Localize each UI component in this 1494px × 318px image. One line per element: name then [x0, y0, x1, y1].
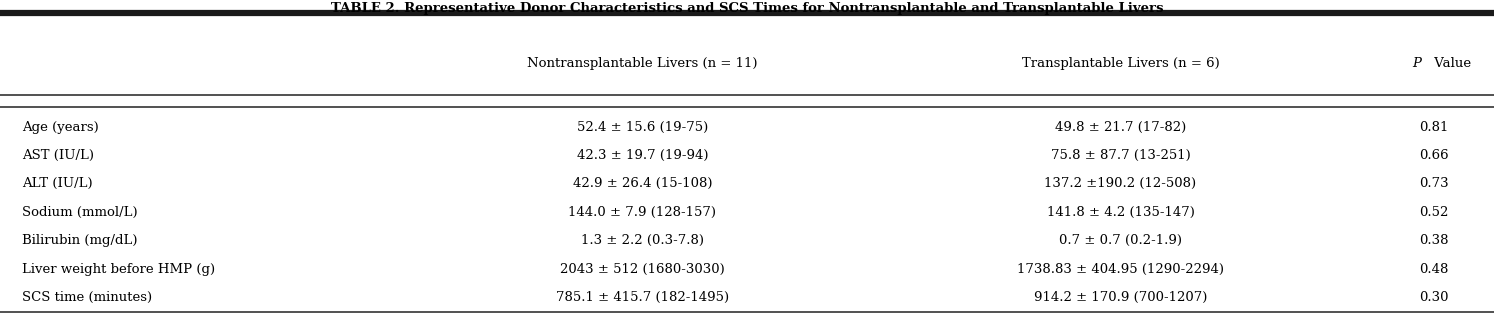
Text: SCS time (minutes): SCS time (minutes) — [22, 291, 152, 304]
Text: 0.38: 0.38 — [1419, 234, 1449, 247]
Text: Transplantable Livers (n = 6): Transplantable Livers (n = 6) — [1022, 57, 1219, 70]
Text: 0.66: 0.66 — [1419, 149, 1449, 162]
Text: Sodium (mmol/L): Sodium (mmol/L) — [22, 206, 137, 219]
Text: 0.48: 0.48 — [1419, 263, 1449, 276]
Text: 137.2 ±190.2 (12-508): 137.2 ±190.2 (12-508) — [1044, 177, 1197, 190]
Text: ALT (IU/L): ALT (IU/L) — [22, 177, 93, 190]
Text: 144.0 ± 7.9 (128-157): 144.0 ± 7.9 (128-157) — [568, 206, 717, 219]
Text: 75.8 ± 87.7 (13-251): 75.8 ± 87.7 (13-251) — [1050, 149, 1191, 162]
Text: 0.52: 0.52 — [1419, 206, 1449, 219]
Text: 42.3 ± 19.7 (19-94): 42.3 ± 19.7 (19-94) — [577, 149, 708, 162]
Text: 914.2 ± 170.9 (700-1207): 914.2 ± 170.9 (700-1207) — [1034, 291, 1207, 304]
Text: Liver weight before HMP (g): Liver weight before HMP (g) — [22, 263, 215, 276]
Text: Bilirubin (mg/dL): Bilirubin (mg/dL) — [22, 234, 137, 247]
Text: 42.9 ± 26.4 (15-108): 42.9 ± 26.4 (15-108) — [572, 177, 713, 190]
Text: Value: Value — [1430, 57, 1472, 70]
Text: 0.81: 0.81 — [1419, 121, 1449, 134]
Text: 1.3 ± 2.2 (0.3-7.8): 1.3 ± 2.2 (0.3-7.8) — [581, 234, 704, 247]
Text: 0.73: 0.73 — [1419, 177, 1449, 190]
Text: Nontransplantable Livers (n = 11): Nontransplantable Livers (n = 11) — [527, 57, 757, 70]
Text: 49.8 ± 21.7 (17-82): 49.8 ± 21.7 (17-82) — [1055, 121, 1186, 134]
Text: 52.4 ± 15.6 (19-75): 52.4 ± 15.6 (19-75) — [577, 121, 708, 134]
Text: 0.30: 0.30 — [1419, 291, 1449, 304]
Text: 141.8 ± 4.2 (135-147): 141.8 ± 4.2 (135-147) — [1047, 206, 1194, 219]
Text: 1738.83 ± 404.95 (1290-2294): 1738.83 ± 404.95 (1290-2294) — [1017, 263, 1224, 276]
Text: Age (years): Age (years) — [22, 121, 99, 134]
Text: P: P — [1412, 57, 1421, 70]
Text: 2043 ± 512 (1680-3030): 2043 ± 512 (1680-3030) — [560, 263, 725, 276]
Text: AST (IU/L): AST (IU/L) — [22, 149, 94, 162]
Text: TABLE 2. Representative Donor Characteristics and SCS Times for Nontransplantabl: TABLE 2. Representative Donor Characteri… — [330, 2, 1164, 15]
Text: 785.1 ± 415.7 (182-1495): 785.1 ± 415.7 (182-1495) — [556, 291, 729, 304]
Text: 0.7 ± 0.7 (0.2-1.9): 0.7 ± 0.7 (0.2-1.9) — [1059, 234, 1182, 247]
